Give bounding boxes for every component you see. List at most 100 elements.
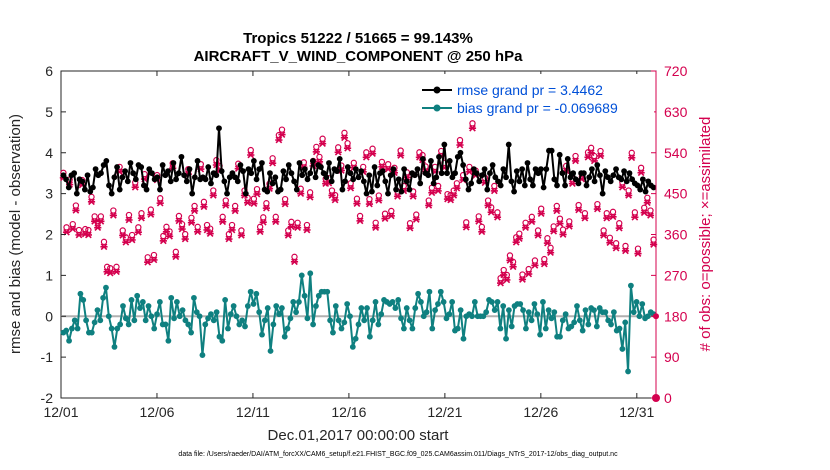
assimilated-obs-point bbox=[334, 148, 342, 156]
possible-obs-point bbox=[294, 219, 301, 226]
series-rmse-point bbox=[293, 186, 300, 193]
assimilated-obs-point bbox=[128, 236, 136, 244]
series-bias-point bbox=[517, 301, 524, 307]
series-bias-point bbox=[94, 307, 101, 314]
possible-obs-point bbox=[463, 219, 470, 226]
series-bias-point bbox=[639, 301, 646, 307]
series-bias-point bbox=[608, 321, 614, 328]
series-bias-point bbox=[307, 270, 314, 277]
possible-obs-point bbox=[550, 223, 557, 230]
y-tick-label: -2 bbox=[41, 390, 54, 406]
series-bias-point bbox=[66, 337, 72, 344]
possible-obs-point bbox=[381, 210, 389, 217]
possible-obs-point bbox=[263, 200, 270, 207]
series-bias-point bbox=[454, 325, 461, 332]
series-bias-point bbox=[332, 303, 339, 309]
series-rmse-point bbox=[173, 176, 179, 183]
series-bias-point bbox=[83, 317, 89, 324]
assimilated-obs-point bbox=[178, 225, 186, 233]
assimilated-obs-point bbox=[553, 207, 561, 215]
possible-obs-point bbox=[222, 197, 229, 204]
assimilated-obs-point bbox=[219, 218, 227, 226]
assimilated-obs-point bbox=[328, 192, 336, 199]
series-rmse-point bbox=[296, 160, 303, 166]
possible-obs-point bbox=[425, 197, 432, 204]
series-rmse-point bbox=[92, 166, 99, 173]
possible-obs-point bbox=[600, 227, 607, 234]
series-rmse-point bbox=[618, 176, 625, 183]
assimilated-obs-point bbox=[125, 216, 133, 224]
series-rmse-point bbox=[312, 174, 319, 181]
y-right-tick-label: 360 bbox=[664, 227, 688, 243]
series-rmse-point bbox=[119, 174, 126, 181]
possible-obs-point bbox=[612, 240, 620, 247]
series-rmse-point bbox=[505, 141, 512, 148]
series-bias-point bbox=[375, 321, 382, 328]
possible-obs-point bbox=[537, 205, 545, 212]
series-rmse-point bbox=[602, 168, 609, 175]
series-bias-point bbox=[71, 317, 78, 324]
assimilated-obs-point bbox=[593, 205, 601, 213]
possible-obs-point bbox=[603, 210, 610, 217]
legend-bias-marker bbox=[433, 104, 441, 112]
series-rmse-point bbox=[229, 170, 236, 177]
series-bias-point bbox=[537, 331, 544, 338]
assimilated-obs-point bbox=[518, 276, 527, 283]
possible-obs-point bbox=[622, 242, 629, 250]
series-bias-point bbox=[91, 319, 98, 326]
series-rmse-point bbox=[334, 168, 340, 175]
assimilated-obs-point bbox=[490, 187, 498, 195]
assimilated-obs-point bbox=[137, 214, 146, 222]
series-rmse-point bbox=[395, 176, 402, 183]
series-bias-point bbox=[327, 317, 334, 324]
series-rmse-point bbox=[73, 190, 80, 197]
series-rmse-point bbox=[524, 160, 531, 166]
series-bias-point bbox=[610, 309, 617, 316]
possible-obs-point bbox=[335, 144, 342, 151]
series-rmse-point bbox=[301, 166, 308, 173]
possible-obs-point bbox=[210, 187, 217, 194]
assimilated-obs-point bbox=[571, 157, 580, 165]
series-rmse-point bbox=[411, 172, 418, 179]
assimilated-obs-point bbox=[462, 223, 470, 231]
series-rmse-point bbox=[481, 166, 488, 173]
y-right-tick-label: 450 bbox=[664, 186, 688, 202]
series-rmse-point bbox=[71, 170, 78, 177]
series-rmse-point bbox=[516, 178, 523, 185]
series-rmse-point bbox=[363, 190, 370, 197]
series-bias-point bbox=[267, 348, 274, 354]
series-rmse-point bbox=[283, 176, 289, 183]
series-rmse-point bbox=[626, 170, 633, 177]
series-rmse-point bbox=[398, 188, 405, 195]
assimilated-obs-point bbox=[581, 214, 589, 222]
y-right-tick-label: 540 bbox=[664, 145, 688, 161]
series-bias-point bbox=[460, 335, 467, 342]
series-rmse-point bbox=[309, 158, 316, 164]
assimilated-obs-point bbox=[290, 258, 299, 266]
assimilated-obs-point bbox=[634, 250, 642, 257]
series-rmse-point bbox=[583, 182, 590, 189]
assimilated-obs-point bbox=[543, 239, 552, 247]
assimilated-obs-point bbox=[596, 152, 605, 160]
assimilated-obs-point bbox=[150, 256, 158, 264]
series-bias-point bbox=[401, 325, 407, 332]
possible-obs-point bbox=[278, 126, 286, 133]
possible-obs-point bbox=[434, 182, 442, 190]
series-rmse-point bbox=[572, 176, 579, 183]
series-bias-point bbox=[313, 303, 319, 309]
possible-obs-point bbox=[341, 129, 348, 137]
series-bias-point bbox=[103, 284, 109, 291]
series-rmse-point bbox=[591, 178, 598, 185]
assimilated-obs-point bbox=[450, 192, 458, 199]
series-rmse-point bbox=[444, 170, 450, 177]
series-rmse-point bbox=[446, 158, 453, 164]
assimilated-obs-point bbox=[612, 244, 620, 252]
assimilated-obs-point bbox=[172, 253, 180, 261]
series-bias-point bbox=[423, 309, 430, 316]
series-rmse-point bbox=[347, 170, 354, 177]
series-bias-point bbox=[122, 315, 129, 322]
series-rmse-point bbox=[586, 174, 593, 181]
series-bias-point bbox=[222, 297, 229, 303]
assimilated-obs-point bbox=[365, 200, 374, 208]
